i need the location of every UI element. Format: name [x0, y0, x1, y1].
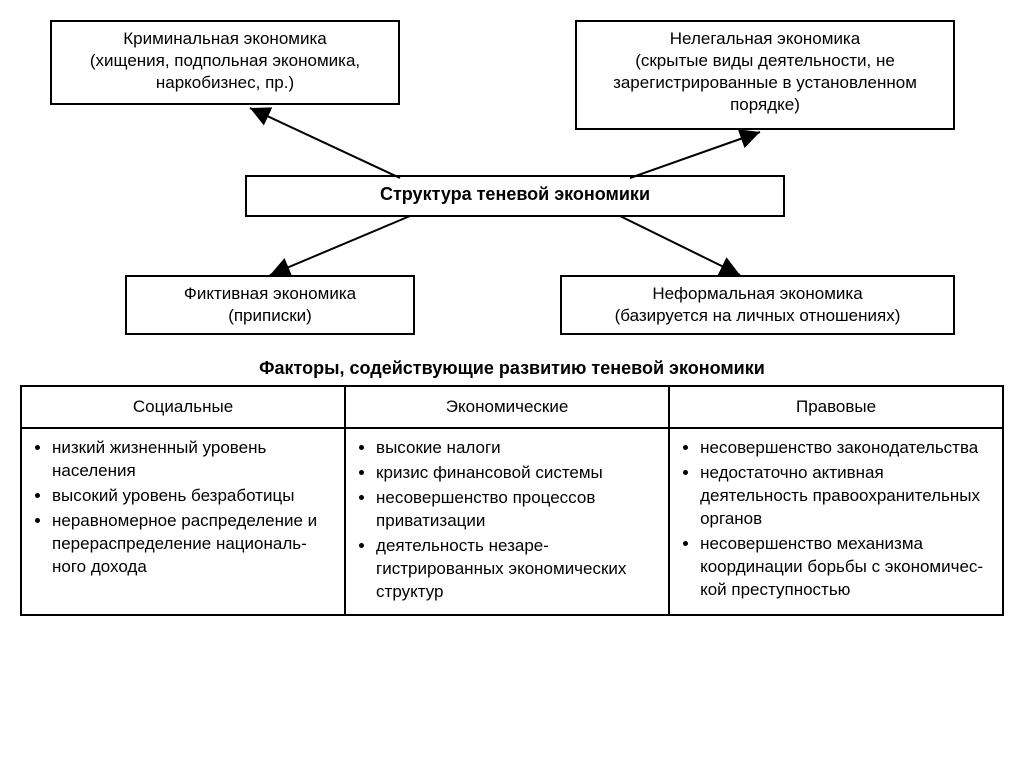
factors-table: Социальные Экономические Правовые низкий… [20, 385, 1004, 616]
table-cell: несовершенство зако­нодательстванедостат… [669, 428, 1003, 615]
node-criminal-title: Криминальная экономика [62, 28, 388, 50]
node-illegal-title: Нелегальная экономика [587, 28, 943, 50]
node-illegal-sub: (скрытые виды деятельности, не зарегистр… [587, 50, 943, 116]
node-center: Структура теневой экономики [245, 175, 785, 217]
list-item: несовершенство зако­нодательства [700, 437, 990, 460]
list-item: высокий уровень без­работицы [52, 485, 332, 508]
table-row: низкий жизненный уровень населениявысоки… [21, 428, 1003, 615]
list-item: неравномерное рас­пределение и перерас­п… [52, 510, 332, 579]
col-legal: Правовые [669, 386, 1003, 428]
list-item: низкий жизненный уровень населения [52, 437, 332, 483]
table-cell: низкий жизненный уровень населениявысоки… [21, 428, 345, 615]
factor-list: высокие налогикризис финансовой системын… [358, 437, 656, 604]
factor-list: низкий жизненный уровень населениявысоки… [34, 437, 332, 579]
list-item: высокие налоги [376, 437, 656, 460]
node-criminal: Криминальная экономика (хищения, подполь… [50, 20, 400, 105]
list-item: деятельность незаре­гистрированных эконо… [376, 535, 656, 604]
list-item: несовершенство про­цессов приватизации [376, 487, 656, 533]
col-economic: Экономические [345, 386, 669, 428]
node-informal-title: Неформальная экономика [572, 283, 943, 305]
node-center-title: Структура теневой экономики [257, 183, 773, 206]
factors-header-row: Социальные Экономические Правовые [21, 386, 1003, 428]
list-item: недостаточно активная деятельность право… [700, 462, 990, 531]
node-fictive-title: Фиктивная экономика [137, 283, 403, 305]
node-criminal-sub: (хищения, подпольная экономика, наркобиз… [62, 50, 388, 94]
table-cell: высокие налогикризис финансовой системын… [345, 428, 669, 615]
node-fictive-sub: (приписки) [137, 305, 403, 327]
structure-diagram: Криминальная экономика (хищения, подполь… [20, 20, 1004, 350]
list-item: кризис финансовой системы [376, 462, 656, 485]
node-informal: Неформальная экономика (базируется на ли… [560, 275, 955, 335]
list-item: несовершенство ме­ханизма координации бо… [700, 533, 990, 602]
factors-title: Факторы, содействующие развитию теневой … [20, 358, 1004, 379]
node-informal-sub: (базируется на личных отношениях) [572, 305, 943, 327]
factor-list: несовершенство зако­нодательстванедостат… [682, 437, 990, 602]
col-social: Социальные [21, 386, 345, 428]
node-illegal: Нелегальная экономика (скрытые виды деят… [575, 20, 955, 130]
node-fictive: Фиктивная экономика (приписки) [125, 275, 415, 335]
